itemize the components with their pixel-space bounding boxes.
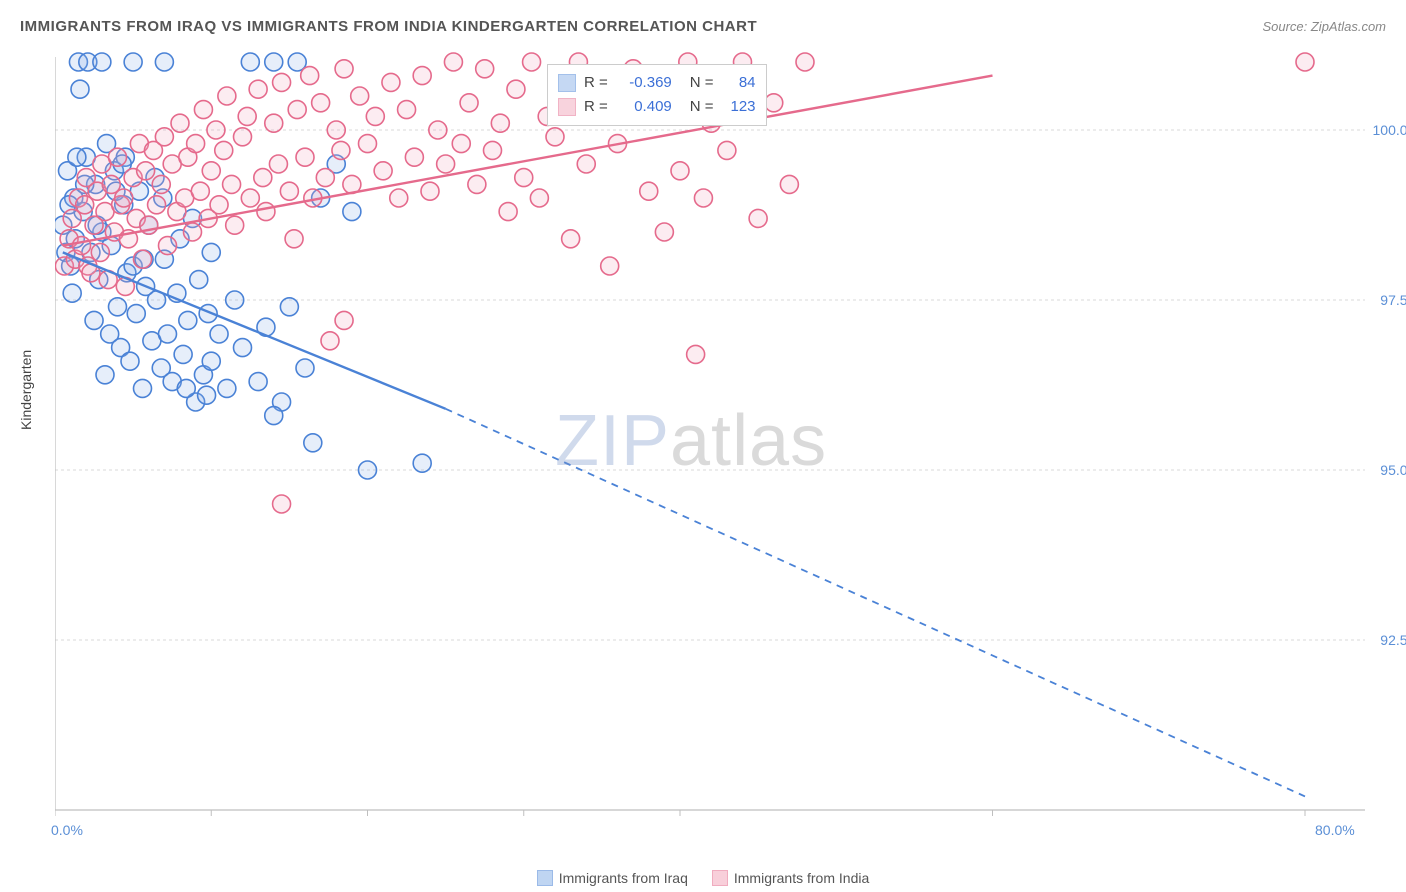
y-tick-label: 100.0% (1373, 122, 1406, 138)
stat-n-label: N = (690, 71, 714, 95)
chart-area: R =-0.369N =84R =0.409N =123 ZIPatlas 92… (55, 50, 1365, 840)
legend-swatch-icon (712, 870, 728, 886)
stat-r-label: R = (584, 95, 608, 119)
x-right-label: 80.0% (1315, 822, 1355, 838)
page-title: IMMIGRANTS FROM IRAQ VS IMMIGRANTS FROM … (20, 18, 757, 35)
stat-swatch-icon (558, 74, 576, 92)
stat-n-value: 123 (722, 95, 756, 119)
stat-row-iraq: R = -0.369 N = 84 (558, 71, 756, 95)
statistics-legend-box: R = -0.369 N = 84 R = 0.409 N = 123 (547, 64, 767, 126)
stat-r-value: -0.369 (616, 71, 672, 95)
legend-item-iraq: Immigrants from Iraq (537, 870, 688, 886)
x-left-label: 0.0% (51, 822, 83, 838)
stat-row-india: R = 0.409 N = 123 (558, 95, 756, 119)
legend-label: Immigrants from Iraq (559, 870, 688, 886)
stat-n-label: N = (690, 95, 714, 119)
y-axis-label: Kindergarten (18, 350, 34, 430)
y-tick-label: 97.5% (1380, 292, 1406, 308)
stat-n-value: 84 (722, 71, 756, 95)
y-tick-label: 92.5% (1380, 632, 1406, 648)
y-tick-label: 95.0% (1380, 462, 1406, 478)
legend-item-india: Immigrants from India (712, 870, 869, 886)
stat-swatch-icon (558, 98, 576, 116)
source-attribution: Source: ZipAtlas.com (1262, 19, 1386, 34)
scatter-plot (55, 50, 1365, 840)
header: IMMIGRANTS FROM IRAQ VS IMMIGRANTS FROM … (20, 18, 1386, 35)
stat-r-label: R = (584, 71, 608, 95)
legend-swatch-icon (537, 870, 553, 886)
stat-r-value: 0.409 (616, 95, 672, 119)
bottom-legend: Immigrants from Iraq Immigrants from Indi… (0, 870, 1406, 886)
legend-label: Immigrants from India (734, 870, 869, 886)
